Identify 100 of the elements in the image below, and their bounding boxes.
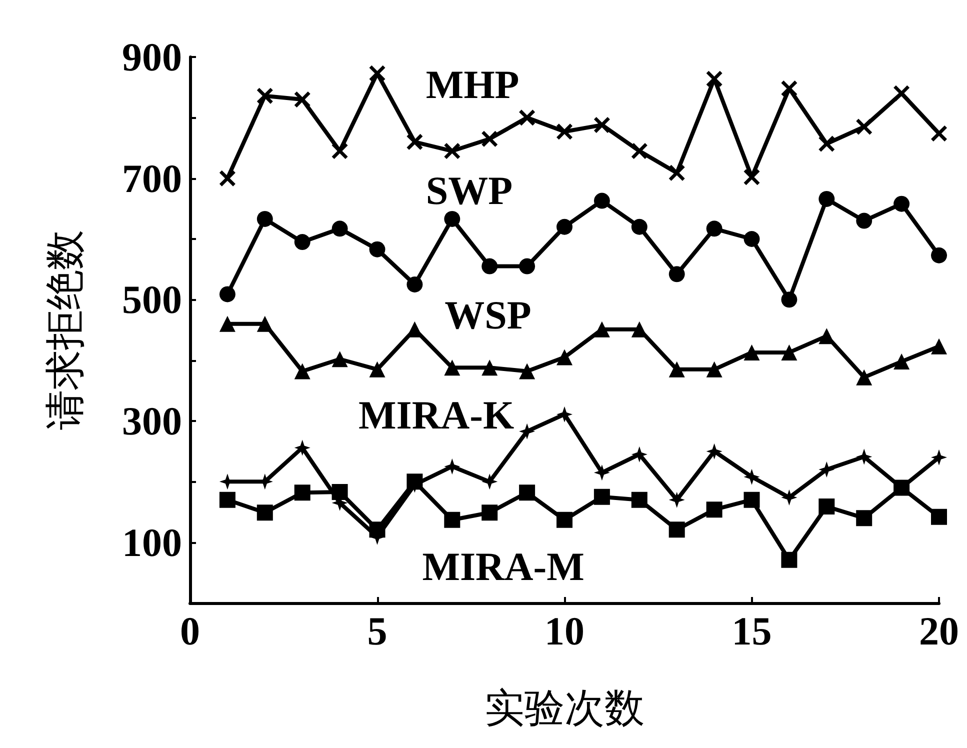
point — [594, 192, 610, 209]
point — [781, 489, 798, 506]
point — [856, 212, 872, 229]
point — [519, 423, 536, 440]
point — [256, 88, 273, 104]
point — [856, 369, 872, 386]
point — [594, 321, 610, 338]
point — [519, 363, 536, 380]
point — [369, 241, 386, 258]
x-tick-label: 10 — [544, 608, 584, 654]
point — [444, 512, 460, 528]
point — [668, 361, 685, 378]
point — [444, 360, 460, 376]
series-label: MHP — [426, 62, 520, 107]
point — [594, 464, 610, 481]
point — [406, 276, 423, 292]
point — [744, 169, 760, 186]
point — [556, 124, 572, 140]
point — [332, 351, 348, 368]
point — [706, 361, 722, 378]
point — [294, 484, 310, 501]
x-tick-label: 15 — [732, 608, 772, 654]
x-axis-title: 实验次数 — [484, 686, 644, 730]
point — [781, 552, 798, 568]
point — [482, 130, 498, 147]
point — [256, 504, 273, 521]
point — [894, 196, 910, 212]
point — [482, 360, 498, 376]
point — [444, 458, 460, 474]
point — [931, 449, 947, 466]
point — [406, 134, 423, 150]
x-tick-label: 5 — [367, 608, 388, 654]
point — [219, 492, 236, 508]
point — [818, 190, 835, 207]
y-tick-label: 900 — [122, 34, 182, 80]
series-label: MIRA-K — [358, 392, 514, 438]
point — [631, 218, 648, 235]
series-label: MIRA-M — [422, 544, 584, 590]
point — [931, 247, 947, 264]
point — [482, 258, 498, 274]
point — [556, 218, 572, 235]
point — [556, 349, 572, 366]
point — [818, 136, 835, 152]
point — [369, 65, 386, 82]
y-tick-label: 100 — [122, 520, 182, 565]
point — [931, 125, 947, 142]
point — [294, 363, 310, 380]
point — [594, 488, 610, 505]
point — [931, 508, 947, 525]
point — [744, 231, 760, 247]
point — [744, 492, 760, 508]
point — [631, 446, 648, 462]
point — [482, 474, 498, 490]
point — [219, 286, 236, 302]
series-label: SWP — [426, 168, 513, 213]
point — [294, 234, 310, 250]
point — [668, 266, 685, 282]
point — [818, 462, 835, 478]
point — [519, 484, 536, 501]
point — [856, 510, 872, 526]
point — [856, 118, 872, 135]
point — [556, 406, 572, 422]
point — [668, 164, 685, 181]
point — [219, 170, 236, 186]
point — [294, 91, 310, 108]
point — [631, 492, 648, 508]
point — [818, 498, 835, 515]
point — [668, 522, 685, 538]
point — [482, 504, 498, 521]
point — [706, 443, 722, 460]
y-axis-title: 请求拒绝数 — [42, 230, 88, 430]
y-tick-label: 300 — [122, 398, 182, 444]
point — [706, 220, 722, 237]
point — [256, 316, 273, 332]
point — [744, 468, 760, 485]
point — [744, 344, 760, 360]
point — [856, 448, 872, 465]
point — [594, 116, 610, 133]
point — [256, 210, 273, 227]
point — [219, 316, 236, 332]
point — [668, 492, 685, 508]
point — [444, 143, 460, 160]
point — [781, 344, 798, 360]
point — [369, 361, 386, 378]
point — [781, 292, 798, 308]
point — [556, 512, 572, 528]
y-tick-label: 700 — [122, 156, 182, 201]
x-tick-label: 20 — [919, 608, 959, 654]
point — [818, 328, 835, 344]
point — [631, 321, 648, 338]
point — [931, 338, 947, 354]
series-label: WSP — [444, 292, 532, 338]
point — [444, 210, 460, 227]
point — [519, 110, 536, 126]
y-tick-label: 500 — [122, 277, 182, 322]
point — [894, 85, 910, 102]
point — [631, 143, 648, 160]
x-tick-label: 0 — [180, 608, 200, 654]
point — [519, 258, 536, 274]
point — [781, 80, 798, 97]
